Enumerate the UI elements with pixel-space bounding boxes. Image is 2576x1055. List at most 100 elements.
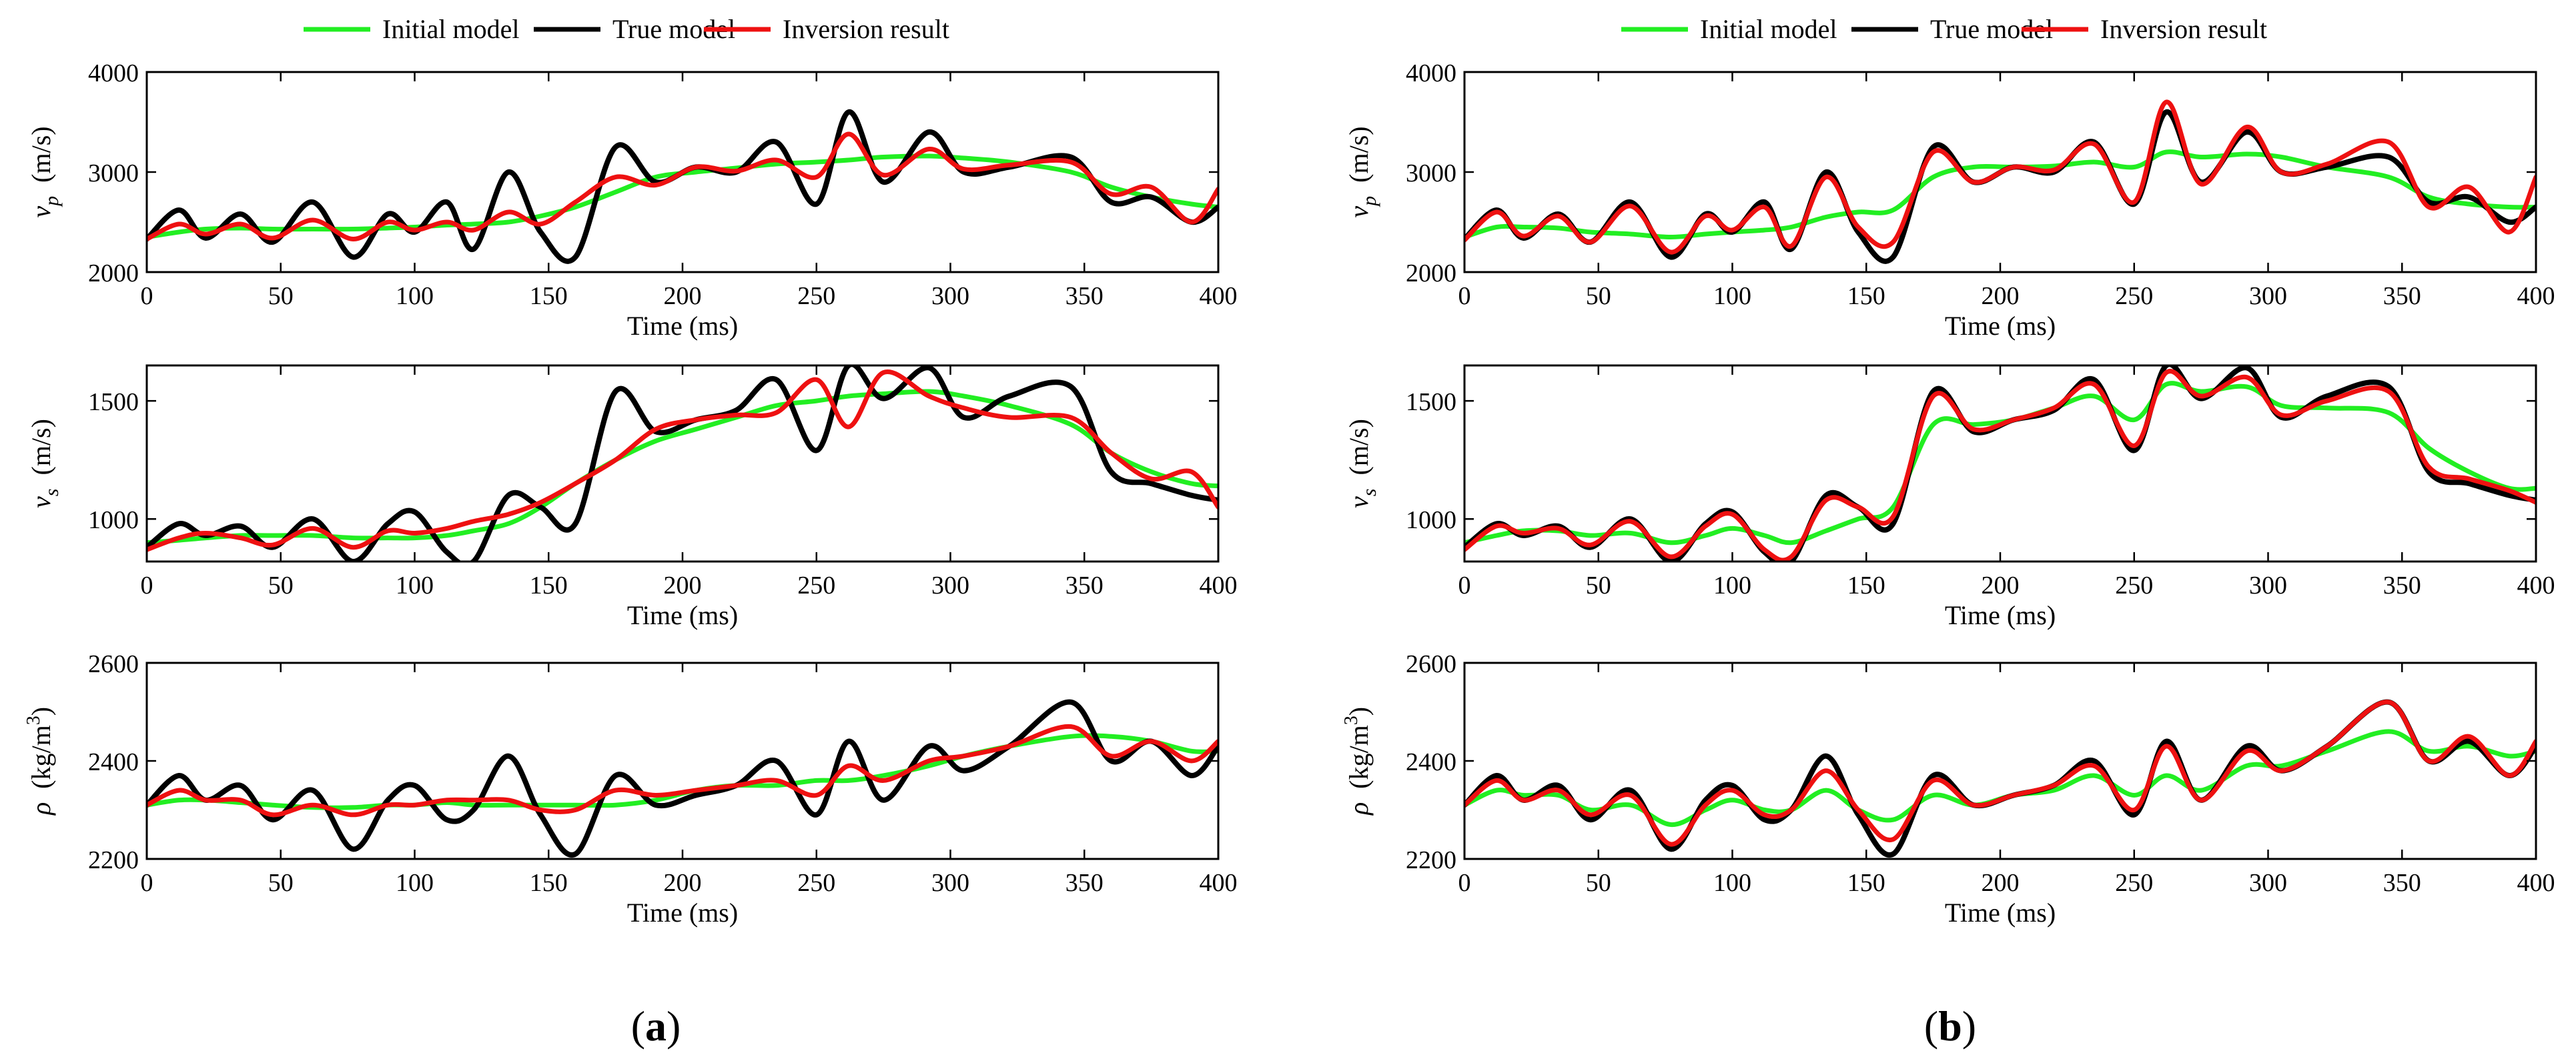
x-tick-label: 400 — [2517, 869, 2555, 897]
x-tick-label: 400 — [1200, 572, 1238, 600]
x-tick-label: 150 — [1847, 869, 1885, 897]
x-tick-label: 350 — [1065, 869, 1104, 897]
x-tick-label: 100 — [1713, 869, 1751, 897]
line-inversion-result-vs — [1464, 369, 2536, 562]
x-tick-label: 50 — [268, 572, 294, 600]
x-tick-label: 150 — [1847, 572, 1885, 600]
y-tick-label: 1500 — [88, 388, 139, 416]
line-inversion-result-vs — [147, 369, 1218, 552]
line-inversion-result-vp — [1464, 99, 2536, 255]
axes-frame — [1463, 662, 2537, 860]
x-tick-label: 200 — [664, 869, 702, 897]
y-axis-label-vs: vs (m/s) — [26, 419, 63, 508]
x-tick-label: 50 — [1586, 572, 1611, 600]
y-axis-label-rho: ρ (kg/m3) — [1341, 707, 1374, 816]
y-tick-label: 1500 — [1406, 388, 1456, 416]
y-tick-label: 1000 — [88, 506, 139, 534]
x-tick-label: 0 — [141, 572, 153, 600]
x-tick-label: 300 — [931, 572, 969, 600]
x-tick-label: 350 — [2383, 282, 2421, 310]
legend-panel-a: Initial model True model Inversion result — [304, 14, 949, 44]
line-true-model-vp — [1464, 109, 2536, 264]
x-axis-label: Time (ms) — [1945, 311, 2056, 341]
x-tick-label: 0 — [141, 282, 153, 310]
panel-b: 0 50 100 150 200 250 300 350 400 Time (ms) 2000 300… — [1341, 59, 2555, 928]
x-tick-label: 0 — [1458, 282, 1471, 310]
series-group — [147, 365, 1218, 562]
line-inversion-result-vp — [147, 131, 1218, 242]
axes-frame — [145, 662, 1220, 860]
x-tick-label: 100 — [1713, 572, 1751, 600]
x-tick-label: 350 — [2383, 572, 2421, 600]
x-tick-label: 100 — [1713, 282, 1751, 310]
x-tick-label: 300 — [931, 869, 969, 897]
line-initial-model-vs — [147, 389, 1218, 546]
legend-label-inversion-result: Inversion result — [2100, 14, 2267, 44]
panel-caption-b: (b) — [1924, 1002, 1976, 1050]
y-tick-label: 3000 — [88, 159, 139, 187]
x-tick-label: 50 — [268, 282, 294, 310]
axes-frame — [145, 364, 1220, 563]
x-tick-label: 400 — [2517, 572, 2555, 600]
axes-vp-a: 0 50 100 150 200 250 300 350 400 Time (ms) 2000 300… — [26, 59, 1238, 341]
axes-vs-b: 0 50 100 150 200 250 300 350 400 Time (ms) 1000 150… — [1344, 364, 2555, 630]
x-tick-label: 100 — [396, 572, 434, 600]
series-group — [1464, 99, 2536, 264]
series-group — [147, 699, 1218, 858]
y-axis-label-vp: vp (m/s) — [1344, 126, 1380, 217]
x-tick-label: 400 — [2517, 282, 2555, 310]
legend-label-initial-model: Initial model — [382, 14, 520, 44]
x-tick-label: 50 — [1586, 282, 1611, 310]
axes-rho-b: 0 50 100 150 200 250 300 350 400 Time (ms) 2200 240… — [1341, 650, 2555, 928]
x-tick-label: 0 — [1458, 572, 1471, 600]
x-tick-label: 100 — [396, 282, 434, 310]
y-tick-label: 2000 — [1406, 259, 1456, 287]
x-tick-label: 250 — [2115, 572, 2153, 600]
x-tick-label: 100 — [396, 869, 434, 897]
axes-vp-b: 0 50 100 150 200 250 300 350 400 Time (ms) 2000 300… — [1344, 59, 2555, 341]
line-initial-model-rho — [147, 733, 1218, 810]
y-axis-label-rho: ρ (kg/m3) — [23, 707, 56, 816]
x-tick-label: 0 — [1458, 869, 1471, 897]
y-tick-label: 2400 — [88, 748, 139, 776]
line-inversion-result-rho — [1464, 700, 2536, 847]
y-tick-label: 2200 — [88, 846, 139, 874]
x-tick-label: 150 — [530, 869, 568, 897]
line-initial-model-vp — [1464, 149, 2536, 239]
y-axis-label-vs: vs (m/s) — [1344, 419, 1380, 508]
line-initial-model-vs — [1464, 381, 2536, 546]
x-tick-label: 300 — [931, 282, 969, 310]
x-tick-label: 300 — [2249, 282, 2287, 310]
x-axis-label: Time (ms) — [627, 898, 738, 928]
x-axis-label: Time (ms) — [627, 600, 738, 630]
x-tick-label: 200 — [664, 572, 702, 600]
x-tick-label: 50 — [1586, 869, 1611, 897]
x-tick-label: 300 — [2249, 869, 2287, 897]
line-true-model-vp — [147, 109, 1218, 264]
x-axis-label: Time (ms) — [1945, 600, 2056, 630]
y-tick-label: 1000 — [1406, 506, 1456, 534]
y-axis-label-vp: vp (m/s) — [26, 126, 63, 217]
x-tick-label: 0 — [141, 869, 153, 897]
legend-panel-b: Initial model True model Inversion result — [1621, 14, 2267, 44]
x-tick-label: 200 — [1982, 572, 2020, 600]
y-tick-label: 3000 — [1406, 159, 1456, 187]
series-group — [147, 109, 1218, 264]
x-tick-label: 250 — [797, 869, 835, 897]
y-tick-label: 4000 — [88, 59, 139, 87]
x-tick-label: 300 — [2249, 572, 2287, 600]
y-tick-label: 2600 — [1406, 650, 1456, 678]
axes-rho-a: 0 50 100 150 200 250 300 350 400 Time (ms) 2200 240… — [23, 650, 1238, 928]
legend-label-inversion-result: Inversion result — [783, 14, 949, 44]
legend-label-initial-model: Initial model — [1700, 14, 1837, 44]
axes-vs-a: 0 50 100 150 200 250 300 350 400 Time (ms) 1000 150… — [26, 364, 1238, 630]
x-tick-label: 250 — [797, 282, 835, 310]
line-true-model-rho — [1464, 699, 2536, 858]
x-tick-label: 350 — [1065, 282, 1104, 310]
y-tick-label: 2600 — [88, 650, 139, 678]
x-tick-label: 350 — [1065, 572, 1104, 600]
x-tick-label: 200 — [664, 282, 702, 310]
y-tick-label: 4000 — [1406, 59, 1456, 87]
